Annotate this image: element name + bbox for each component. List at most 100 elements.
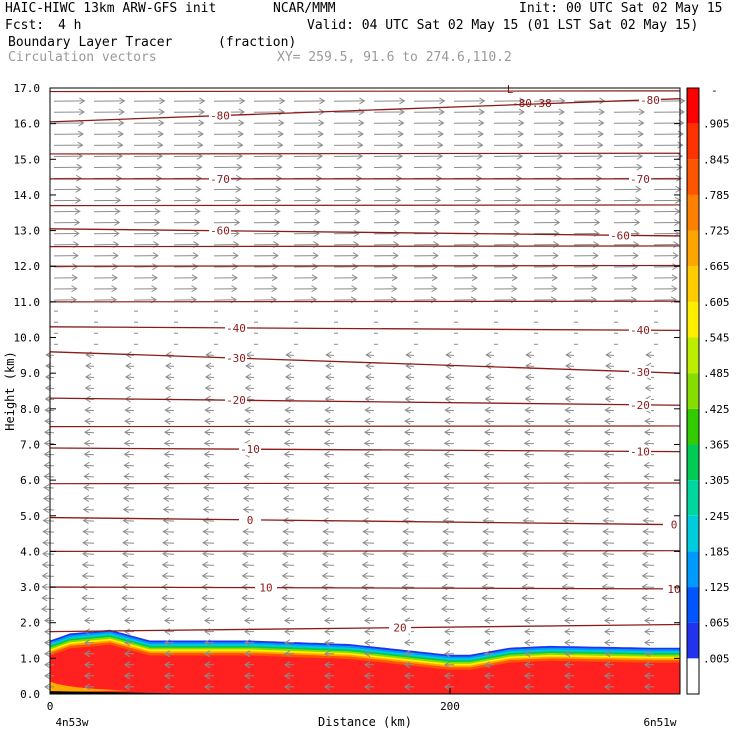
- wind-vector: [43, 542, 55, 544]
- wind-vector-head: [44, 417, 51, 425]
- wind-vector-head: [245, 362, 252, 370]
- wind-vector-head: [432, 263, 439, 271]
- wind-vector: [84, 475, 95, 478]
- wind-vector: [123, 509, 135, 511]
- wind-vector-head: [561, 572, 568, 580]
- wind-vector: [202, 575, 215, 577]
- wind-vector-head: [164, 628, 171, 636]
- colorbar-swatch: [687, 159, 699, 195]
- wind-vector-head: [603, 472, 610, 480]
- wind-vector-head: [279, 97, 286, 105]
- colorbar-swatch: [687, 266, 699, 302]
- wind-vector: [604, 453, 615, 456]
- wind-vector-head: [321, 572, 328, 580]
- wind-vector-head: [484, 417, 491, 425]
- wind-vector-head: [351, 274, 358, 282]
- wind-vector-head: [484, 373, 492, 381]
- wind-vector-head: [524, 395, 531, 403]
- wind-vector: [322, 553, 335, 555]
- wind-vector: [162, 575, 175, 577]
- wind-vector: [446, 354, 455, 356]
- wind-vector: [605, 376, 615, 378]
- wind-vector: [525, 409, 535, 412]
- wind-vector: [163, 509, 175, 511]
- wind-vector-head: [281, 605, 288, 613]
- wind-vector: [643, 520, 655, 522]
- colorbar-top-label: -: [711, 84, 718, 97]
- wind-vector-head: [601, 605, 608, 613]
- wind-vector: [445, 398, 455, 401]
- isotherm-label: -60: [210, 225, 230, 238]
- y-tick-label: 15.0: [14, 153, 41, 166]
- wind-vector-head: [45, 362, 52, 370]
- wind-vector-head: [444, 639, 451, 647]
- colorbar-label: .125: [703, 581, 730, 594]
- wind-vector-head: [243, 461, 250, 469]
- wind-vector: [284, 486, 295, 489]
- wind-vector-head: [592, 252, 599, 260]
- wind-vector-head: [564, 417, 571, 425]
- wind-vector-head: [637, 141, 644, 149]
- colorbar-label: .545: [703, 332, 730, 345]
- wind-vector: [402, 597, 415, 599]
- wind-vector-head: [323, 439, 331, 447]
- y-tick-label: 17.0: [14, 82, 41, 95]
- y-tick-label: 11.0: [14, 296, 41, 309]
- wind-vector-head: [483, 450, 490, 458]
- wind-vector-head: [44, 406, 51, 414]
- wind-vector-head: [315, 174, 323, 182]
- wind-vector: [642, 608, 655, 611]
- wind-vector-head: [437, 130, 445, 138]
- wind-vector-head: [124, 628, 131, 636]
- wind-vector-head: [204, 617, 211, 624]
- wind-vector: [565, 420, 575, 423]
- wind-vector: [204, 453, 215, 456]
- wind-vector-head: [478, 119, 485, 127]
- wind-vector-head: [163, 450, 170, 458]
- wind-vector: [86, 354, 95, 356]
- wind-vector-head: [72, 252, 79, 260]
- wind-vector-head: [604, 628, 611, 636]
- wind-vector: [83, 531, 95, 533]
- isotherm-10: [49, 586, 681, 590]
- wind-vector-head: [436, 152, 444, 160]
- wind-vector-head: [204, 650, 211, 658]
- wind-vector: [522, 597, 535, 599]
- wind-vector-head: [284, 661, 291, 669]
- wind-vector: [124, 475, 135, 478]
- wind-vector: [44, 475, 55, 478]
- wind-vector-head: [398, 108, 405, 116]
- isotherm-label: -10: [240, 443, 260, 456]
- wind-vector-head: [165, 351, 172, 359]
- wind-vector-head: [441, 583, 448, 591]
- wind-vector-head: [644, 672, 651, 680]
- wind-vector: [602, 597, 615, 599]
- wind-vector-head: [78, 108, 85, 116]
- wind-vector-head: [483, 461, 490, 469]
- wind-vector-head: [117, 141, 124, 149]
- wind-vector-head: [644, 417, 651, 425]
- isotherm-label-bg: [239, 443, 261, 456]
- wind-vector-head: [353, 230, 360, 237]
- wind-vector: [242, 608, 255, 611]
- wind-vector: [362, 597, 375, 599]
- wind-vector-head: [517, 141, 524, 149]
- wind-vector-head: [404, 672, 411, 680]
- wind-vector-head: [124, 428, 131, 436]
- wind-vector-head: [401, 561, 409, 569]
- wind-vector-head: [161, 594, 168, 602]
- wind-vector-head: [636, 163, 643, 171]
- wind-vector: [44, 486, 55, 489]
- wind-vector-head: [162, 528, 169, 536]
- wind-vector: [443, 509, 455, 511]
- wind-vector: [326, 365, 335, 367]
- isotherm-label-bg: [629, 445, 651, 458]
- wind-vector: [285, 398, 295, 401]
- wind-vector: [403, 542, 415, 544]
- wind-vector-head: [356, 163, 363, 171]
- wind-vector: [562, 564, 575, 566]
- wind-vector: [83, 520, 95, 522]
- title-center: NCAR/MMM: [273, 1, 336, 16]
- wind-vector: [402, 608, 415, 611]
- wind-vector-head: [241, 605, 248, 613]
